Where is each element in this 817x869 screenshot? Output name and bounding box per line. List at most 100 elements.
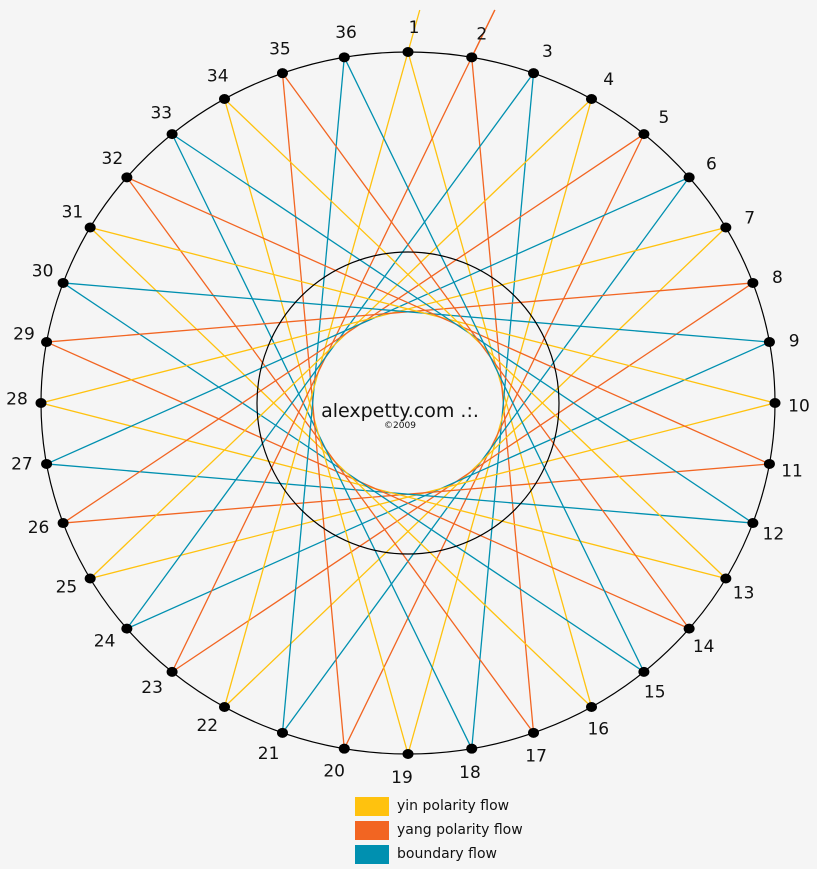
legend: yin polarity flow yang polarity flow bou… (355, 794, 523, 866)
chord-13-28 (40, 402, 726, 580)
chord-27-6 (46, 176, 690, 465)
point-label: 6 (706, 155, 717, 175)
point-label: 33 (150, 103, 172, 123)
point-16 (586, 701, 597, 712)
chord-21-36 (281, 57, 345, 733)
point-12 (747, 518, 759, 529)
point-19 (402, 749, 414, 759)
point-label: 14 (693, 637, 715, 657)
point-22 (219, 701, 230, 712)
chord-36-15 (343, 57, 645, 673)
point-33 (166, 129, 178, 140)
chord-18-33 (171, 133, 473, 749)
chord-32-11 (126, 176, 770, 465)
point-label: 20 (323, 762, 345, 782)
chord-26-5 (62, 133, 645, 524)
chord-33-12 (171, 133, 754, 524)
point-14 (683, 623, 695, 634)
chord-25-4 (89, 98, 592, 579)
point-25 (84, 573, 96, 584)
point-2 (466, 52, 478, 63)
chord-22-1 (223, 9, 421, 708)
point-label: 30 (32, 261, 54, 281)
point-34 (219, 94, 230, 105)
legend-label: boundary flow (397, 846, 497, 862)
chord-6-21 (281, 176, 690, 734)
point-7 (720, 222, 732, 233)
point-label: 25 (56, 577, 78, 597)
point-28 (35, 398, 47, 408)
legend-swatch (355, 844, 389, 864)
chord-16-31 (89, 227, 592, 708)
point-label: 34 (207, 66, 229, 86)
point-label: 19 (391, 768, 413, 788)
legend-label: yang polarity flow (397, 822, 523, 838)
point-13 (720, 573, 732, 584)
point-label: 8 (772, 268, 783, 288)
point-label: 22 (196, 716, 218, 736)
chord-1-16 (407, 51, 593, 708)
point-21 (276, 727, 288, 738)
chord-3-18 (471, 73, 535, 749)
chord-extension (471, 9, 496, 58)
point-3 (528, 68, 540, 79)
point-15 (638, 666, 650, 677)
chord-24-3 (126, 72, 535, 630)
chord-15-30 (62, 282, 645, 673)
chord-9-24 (126, 341, 770, 630)
chord-28-7 (40, 226, 726, 404)
point-label: 26 (28, 518, 50, 538)
point-label: 10 (788, 397, 810, 417)
point-label: 9 (789, 331, 800, 351)
point-label: 5 (659, 108, 670, 128)
point-label: 12 (763, 525, 785, 545)
point-label: 17 (525, 747, 547, 767)
legend-item-boundary: boundary flow (355, 842, 523, 866)
point-label: 29 (13, 324, 35, 344)
point-label: 35 (269, 39, 291, 59)
point-label: 1 (409, 18, 420, 38)
chord-2-17 (471, 57, 535, 733)
chord-23-2 (171, 9, 496, 673)
chord-20-35 (281, 73, 345, 749)
chord-31-10 (90, 226, 776, 404)
point-label: 16 (587, 720, 609, 740)
point-24 (121, 623, 133, 634)
legend-swatch (355, 820, 389, 840)
point-23 (166, 666, 178, 677)
chord-4-19 (407, 98, 593, 755)
center-title: alexpetty.com .:. (321, 400, 479, 422)
point-label: 18 (459, 763, 481, 783)
point-1 (402, 47, 414, 57)
chord-35-14 (281, 72, 690, 630)
chord-11-26 (63, 463, 770, 524)
point-27 (41, 458, 53, 469)
point-label: 13 (733, 584, 755, 604)
point-26 (57, 518, 69, 529)
point-6 (683, 172, 695, 183)
chord-8-23 (171, 282, 754, 673)
legend-item-yang: yang polarity flow (355, 818, 523, 842)
point-label: 3 (542, 42, 553, 62)
point-label: 28 (6, 389, 28, 409)
chord-10-25 (90, 402, 776, 580)
center-subtitle: ©2009 (384, 421, 416, 431)
point-label: 2 (476, 24, 487, 44)
point-label: 7 (744, 209, 755, 229)
points: 1 234567891011121314151617181920212223242… (6, 18, 810, 788)
chord-7-22 (224, 227, 727, 708)
point-label: 24 (94, 631, 116, 651)
point-5 (638, 129, 650, 140)
point-35 (276, 68, 288, 79)
point-label: 36 (335, 23, 357, 43)
point-label: 4 (603, 70, 614, 90)
point-label: 32 (102, 149, 124, 169)
point-32 (121, 172, 133, 183)
point-29 (41, 337, 53, 348)
inner-circle (256, 251, 560, 555)
chord-19-34 (223, 98, 409, 755)
point-30 (57, 277, 69, 288)
legend-label: yin polarity flow (397, 798, 510, 814)
point-17 (528, 727, 540, 738)
